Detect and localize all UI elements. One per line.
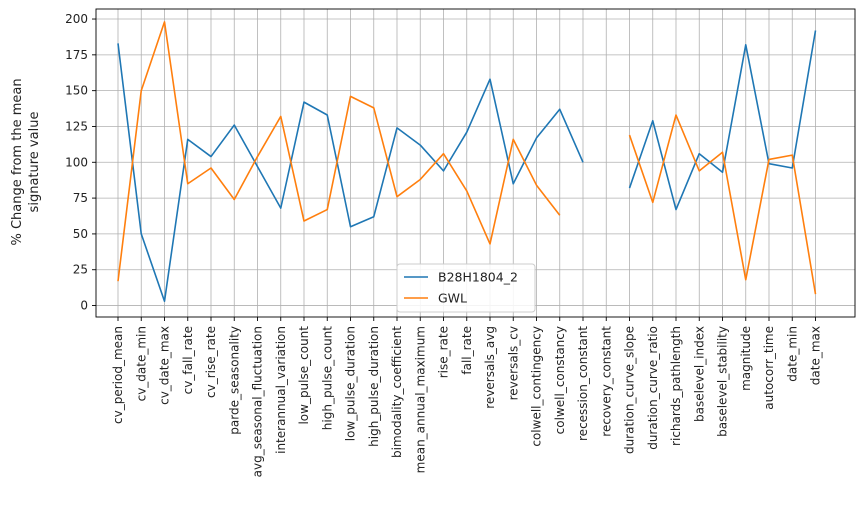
x-tick-label-4: cv_rise_rate — [204, 326, 218, 398]
y-tick-label-3: 75 — [73, 191, 88, 205]
x-tick-label-7: interannual_variation — [274, 326, 288, 454]
x-tick-label-27: magnitude — [739, 326, 753, 391]
y-axis-ticks: 0 25 50 75 100 125 150 175 200 — [65, 12, 96, 313]
x-tick-label-24: richards_pathlength — [669, 326, 683, 446]
x-tick-label-16: reversals_avg — [483, 326, 497, 409]
y-tick-label-4: 100 — [65, 155, 88, 169]
x-tick-label-8: low_pulse_count — [297, 326, 311, 425]
x-tick-label-13: mean_annual_maximum — [413, 326, 427, 473]
y-tick-label-0: 0 — [80, 299, 88, 313]
x-tick-label-0: cv_period_mean — [111, 326, 125, 424]
x-tick-label-2: cv_date_max — [158, 326, 172, 405]
x-tick-label-25: baselevel_index — [692, 326, 706, 422]
y-tick-label-6: 150 — [65, 84, 88, 98]
x-tick-label-26: baselevel_stability — [716, 326, 730, 437]
x-tick-label-12: bimodality_coefficient — [390, 326, 404, 458]
y-tick-label-5: 125 — [65, 119, 88, 133]
x-tick-label-9: high_pulse_count — [320, 326, 334, 431]
legend-label-1: GWL — [438, 291, 467, 306]
y-tick-label-8: 200 — [65, 12, 88, 26]
x-tick-label-18: colwell_contingency — [530, 326, 544, 447]
legend-label-0: B28H1804_2 — [438, 270, 518, 285]
plot-area-frame — [95, 8, 856, 318]
x-tick-label-3: cv_fall_rate — [181, 326, 195, 394]
y-tick-label-1: 25 — [73, 263, 88, 277]
x-tick-label-17: reversals_cv — [506, 326, 520, 400]
x-tick-label-22: duration_curve_slope — [623, 326, 637, 454]
legend-box — [396, 263, 536, 313]
x-tick-label-10: low_pulse_duration — [344, 326, 358, 441]
series-line-1 — [117, 21, 817, 295]
legend: B28H1804_2 GWL — [396, 263, 536, 313]
x-tick-label-29: date_min — [785, 326, 799, 382]
x-tick-label-19: colwell_constancy — [553, 326, 567, 434]
x-tick-label-20: recession_constant — [576, 326, 590, 441]
x-axis-ticks: cv_period_mean cv_date_min cv_date_max cv_f… — [111, 317, 823, 477]
x-tick-label-23: duration_curve_ratio — [646, 326, 660, 450]
y-tick-label-7: 175 — [65, 48, 88, 62]
x-tick-label-11: high_pulse_duration — [367, 326, 381, 447]
x-tick-label-15: fall_rate — [460, 326, 474, 375]
y-axis-label-line-1: % Change from the mean — [10, 78, 25, 245]
x-tick-label-6: avg_seasonal_fluctuation — [251, 326, 265, 477]
x-tick-label-5: parde_seasonality — [227, 326, 241, 435]
x-tick-label-30: date_max — [809, 326, 823, 385]
x-tick-label-28: autocorr_time — [762, 326, 776, 410]
series-line-0 — [117, 30, 817, 303]
series-layer — [117, 21, 817, 303]
y-tick-label-2: 50 — [73, 227, 88, 241]
x-tick-label-21: recovery_constant — [599, 326, 613, 437]
y-axis-label-line-2: signature value — [27, 112, 42, 213]
x-tick-label-14: rise_rate — [437, 326, 451, 378]
x-tick-label-1: cv_date_min — [134, 326, 148, 401]
